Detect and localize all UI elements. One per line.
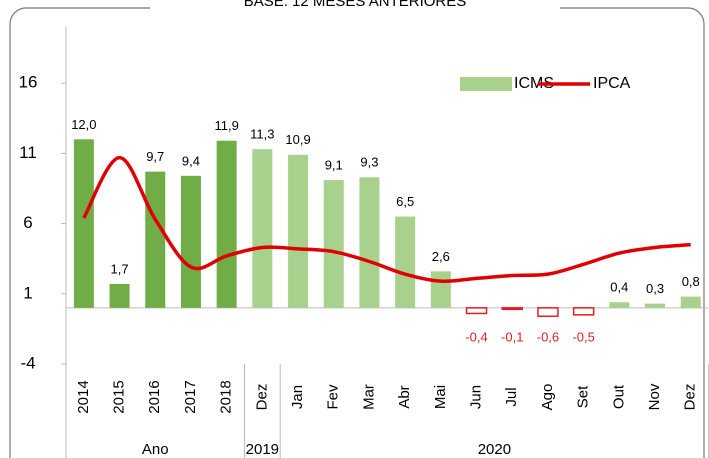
x-tick-label: Set (575, 385, 592, 408)
x-tick-label: Abr (396, 385, 413, 408)
data-label: 9,4 (182, 153, 200, 168)
bar (109, 283, 130, 308)
bar (73, 139, 94, 308)
x-tick-label: Ago (539, 384, 556, 411)
x-tick-label: Jul (503, 387, 520, 406)
x-tick-label: 2014 (75, 380, 92, 413)
data-label: -0,1 (501, 329, 523, 344)
bar (216, 140, 237, 308)
bar (252, 149, 273, 308)
data-label: 12,0 (71, 117, 96, 132)
data-label: 10,9 (285, 132, 310, 147)
bar (145, 171, 166, 308)
x-tick-label: 2017 (182, 380, 199, 413)
x-tick-label: Dez (253, 384, 270, 411)
y-tick-label: 11 (19, 143, 37, 162)
bar (180, 175, 201, 308)
bar (395, 216, 416, 308)
x-tick-label: 2018 (218, 380, 235, 413)
x-tick-label: Jan (289, 385, 306, 409)
bar (572, 307, 595, 316)
bar (537, 307, 559, 318)
data-label: 9,1 (325, 157, 343, 172)
bar (465, 307, 488, 315)
bar (430, 271, 451, 308)
data-label: -0,6 (537, 329, 559, 344)
chart-title: BASE: 12 MESES ANTERIORES (244, 0, 467, 10)
group-label: Ano (142, 441, 169, 458)
y-tick-label: 16 (19, 73, 38, 92)
x-tick-label: Mai (432, 385, 449, 409)
bar (645, 303, 666, 308)
line (82, 155, 691, 284)
group-label: 2020 (478, 441, 511, 458)
x-tick-label: Dez (682, 384, 699, 411)
data-label: 1,7 (111, 261, 129, 276)
data-label: 0,3 (646, 281, 664, 296)
data-label: 11,9 (214, 118, 238, 133)
group-label: 2019 (246, 441, 279, 458)
legend-label: ICMS (514, 75, 554, 92)
bar (680, 296, 701, 308)
x-tick-label: Mar (360, 384, 377, 410)
bar (501, 307, 523, 311)
bar (359, 177, 380, 308)
x-tick-label: Nov (646, 383, 663, 410)
legend-swatch (460, 77, 512, 91)
bar (288, 154, 309, 308)
y-tick-label: 6 (23, 213, 32, 232)
data-label: 9,3 (360, 155, 378, 170)
title-bg (150, 0, 560, 12)
x-tick-label: 2015 (111, 380, 128, 413)
data-label: -0,5 (572, 329, 594, 344)
data-label: -0,4 (465, 329, 487, 344)
bar (323, 180, 344, 308)
data-label: 0,8 (682, 274, 700, 289)
data-label: 2,6 (432, 249, 450, 264)
data-label: 6,5 (396, 194, 414, 209)
data-label: 0,4 (610, 280, 628, 295)
bar (609, 302, 630, 308)
x-tick-label: 2016 (146, 380, 163, 413)
legend-label: IPCA (593, 75, 631, 92)
y-tick-label: 1 (23, 283, 32, 302)
x-tick-label: Out (610, 384, 627, 409)
data-label: 11,3 (250, 127, 274, 142)
data-label: 9,7 (146, 149, 164, 164)
y-tick-label: -4 (20, 353, 35, 372)
x-tick-label: Fev (325, 384, 342, 410)
x-tick-label: Jun (468, 385, 485, 409)
